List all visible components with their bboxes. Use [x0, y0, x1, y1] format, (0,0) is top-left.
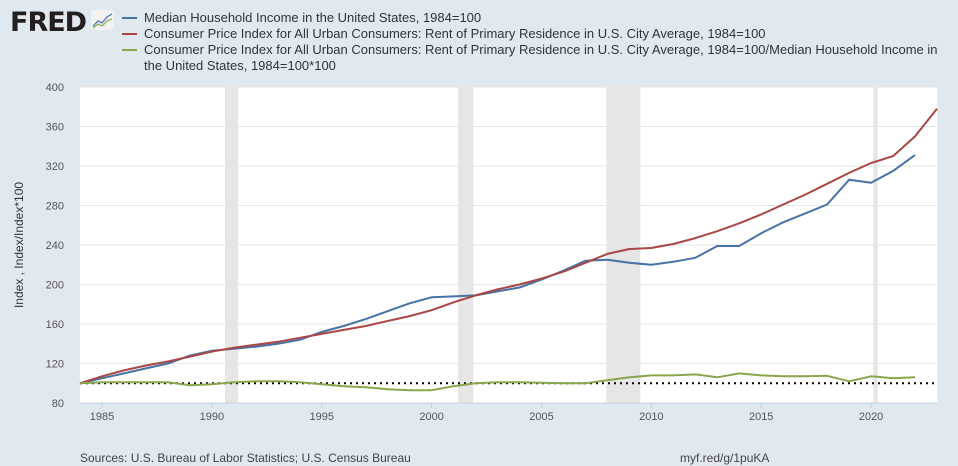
- legend-item-income[interactable]: Median Household Income in the United St…: [122, 10, 942, 26]
- y-tick-label: 400: [46, 82, 64, 94]
- y-tick-label: 360: [46, 122, 64, 134]
- fred-logo[interactable]: FRED: [10, 7, 87, 38]
- legend-label: Consumer Price Index for All Urban Consu…: [144, 42, 938, 73]
- legend: Median Household Income in the United St…: [122, 10, 942, 74]
- legend-item-rent[interactable]: Consumer Price Index for All Urban Consu…: [122, 26, 942, 42]
- fred-chart-icon: [91, 10, 114, 30]
- x-tick-label: 1995: [309, 411, 333, 423]
- y-tick-label: 200: [46, 280, 64, 292]
- legend-label: Median Household Income in the United St…: [144, 10, 482, 25]
- legend-label: Consumer Price Index for All Urban Consu…: [144, 26, 766, 41]
- x-tick-label: 2020: [859, 411, 883, 423]
- y-tick-label: 320: [46, 161, 64, 173]
- legend-item-ratio[interactable]: Consumer Price Index for All Urban Consu…: [122, 42, 942, 74]
- legend-swatch: [122, 49, 137, 51]
- short-link[interactable]: myf.red/g/1puKA: [680, 451, 770, 465]
- x-tick-label: 2000: [419, 411, 443, 423]
- sources-text: Sources: U.S. Bureau of Labor Statistics…: [80, 451, 411, 465]
- legend-swatch: [122, 33, 137, 35]
- y-tick-label: 240: [46, 240, 64, 252]
- x-tick-label: 2005: [529, 411, 553, 423]
- y-tick-label: 80: [52, 398, 64, 410]
- y-axis-label: Index , Index/Index*100: [12, 182, 26, 308]
- x-tick-label: 2015: [749, 411, 773, 423]
- series-line-1[interactable]: [79, 108, 938, 385]
- x-tick-label: 2010: [639, 411, 663, 423]
- x-tick-label: 1985: [90, 411, 114, 423]
- y-tick-label: 120: [46, 359, 64, 371]
- x-tick-label: 1990: [200, 411, 224, 423]
- y-tick-label: 280: [46, 201, 64, 213]
- legend-swatch: [122, 17, 137, 19]
- y-tick-label: 160: [46, 319, 64, 331]
- series-line-2[interactable]: [79, 372, 916, 392]
